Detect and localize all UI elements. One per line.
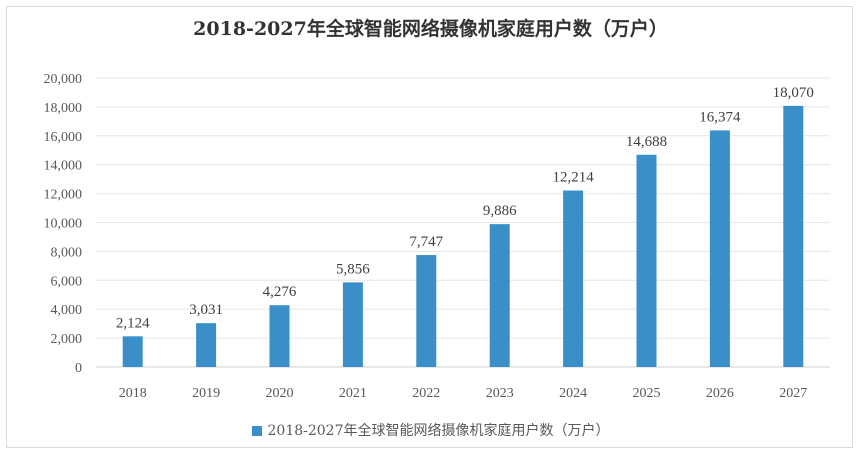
x-tick-label: 2021 xyxy=(339,386,367,401)
bar-2025 xyxy=(636,154,657,367)
bar-2019 xyxy=(196,323,217,367)
x-tick-label: 2024 xyxy=(559,386,587,401)
x-tick-label: 2019 xyxy=(192,386,220,401)
data-label: 3,031 xyxy=(189,302,223,318)
bar-2024 xyxy=(563,190,584,367)
x-tick-label: 2026 xyxy=(706,386,734,401)
y-tick-label: 10,000 xyxy=(44,217,83,232)
y-tick-label: 14,000 xyxy=(44,159,83,174)
x-tick-label: 2018 xyxy=(119,386,147,401)
x-tick-label: 2023 xyxy=(486,386,514,401)
bar-2027 xyxy=(783,105,804,368)
bar-2018 xyxy=(122,336,143,367)
data-label: 14,688 xyxy=(626,134,667,150)
data-label: 2,124 xyxy=(116,315,150,331)
legend: 2018-2027年全球智能网络摄像机家庭用户数（万户） xyxy=(0,420,861,440)
y-tick-label: 0 xyxy=(75,361,82,376)
legend-swatch xyxy=(251,426,262,436)
y-tick-label: 20,000 xyxy=(44,72,83,87)
y-tick-label: 6,000 xyxy=(51,274,83,289)
x-tick-label: 2020 xyxy=(266,386,294,401)
data-label: 16,374 xyxy=(699,109,741,125)
bar-2026 xyxy=(709,130,730,367)
data-label: 4,276 xyxy=(263,284,297,300)
bar-2021 xyxy=(342,282,363,367)
bar-2022 xyxy=(416,255,437,367)
bar-2020 xyxy=(269,305,290,367)
chart-border xyxy=(6,6,853,448)
data-label: 9,886 xyxy=(483,203,517,219)
legend-label: 2018-2027年全球智能网络摄像机家庭用户数（万户） xyxy=(267,423,610,439)
y-tick-label: 16,000 xyxy=(44,130,83,145)
x-tick-label: 2027 xyxy=(779,386,807,401)
x-tick-label: 2025 xyxy=(633,386,661,401)
data-label: 18,070 xyxy=(773,85,814,101)
chart-title: 2018-2027年全球智能网络摄像机家庭用户数（万户） xyxy=(193,18,668,40)
data-label: 5,856 xyxy=(336,261,370,277)
y-tick-label: 2,000 xyxy=(51,332,83,347)
x-tick-label: 2022 xyxy=(412,386,440,401)
data-label: 7,747 xyxy=(409,234,443,250)
bar-2023 xyxy=(489,224,510,367)
y-tick-label: 12,000 xyxy=(44,188,83,203)
y-tick-label: 4,000 xyxy=(51,303,83,318)
y-tick-label: 8,000 xyxy=(51,245,83,260)
data-label: 12,214 xyxy=(552,170,594,186)
y-tick-label: 18,000 xyxy=(44,101,83,116)
